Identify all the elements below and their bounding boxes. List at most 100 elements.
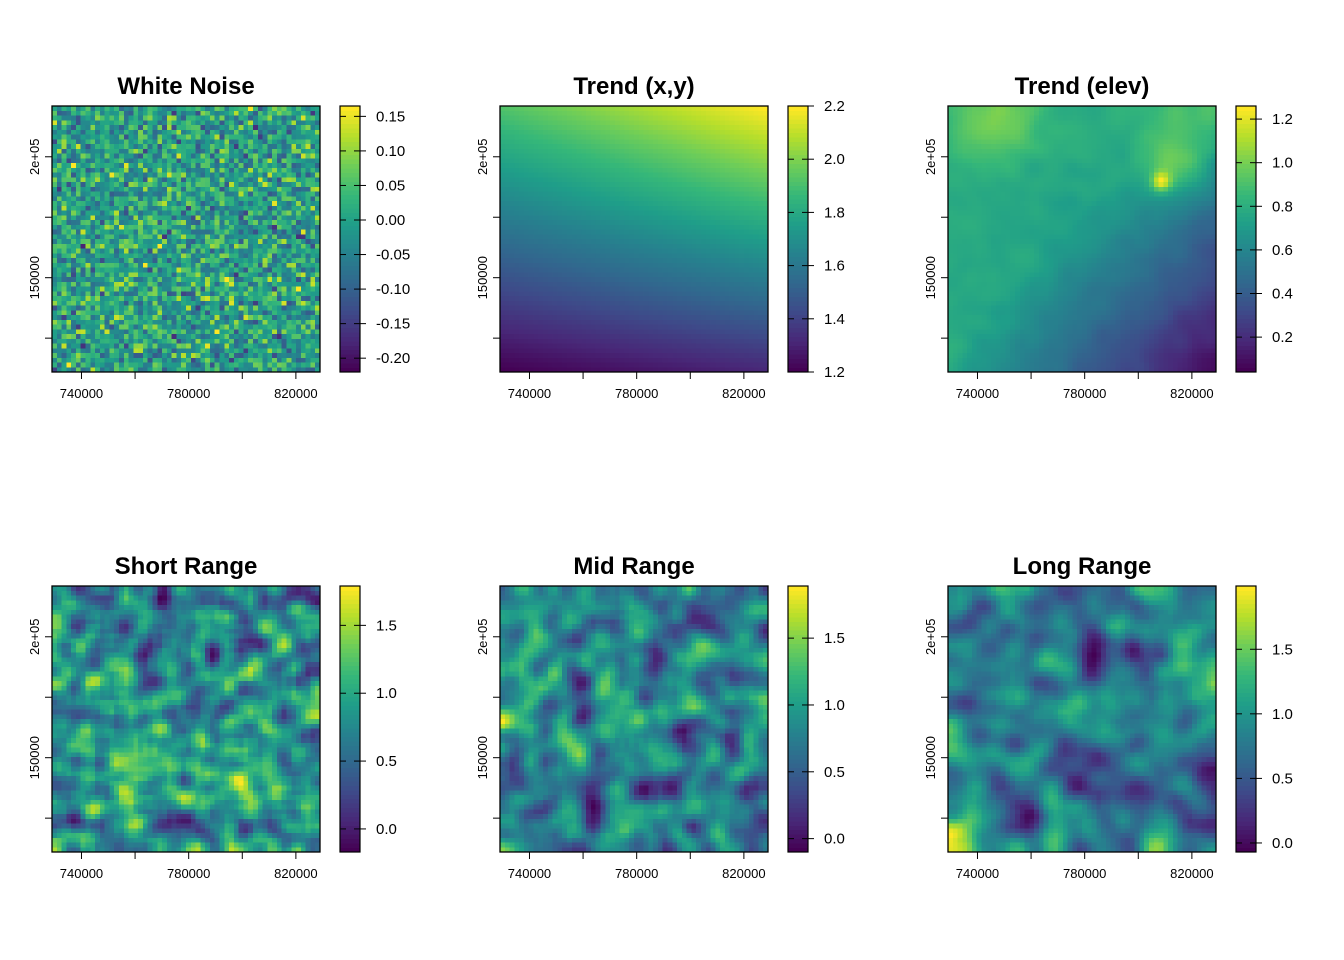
raster-cell (138, 338, 144, 344)
raster-cell (99, 153, 105, 159)
raster-cell (672, 139, 678, 145)
raster-cell (504, 134, 510, 140)
raster-cell (209, 229, 216, 235)
raster-cell (571, 224, 577, 230)
raster-cell (291, 315, 297, 321)
raster-cell (66, 210, 72, 216)
raster-cell (142, 248, 149, 254)
raster-cell (209, 186, 216, 192)
raster-cell (95, 315, 101, 321)
raster-cell (71, 348, 77, 354)
raster-cell (610, 205, 616, 211)
raster-cell (305, 305, 311, 311)
raster-cell (61, 324, 67, 330)
raster-cell (662, 158, 668, 164)
raster-cell (267, 357, 273, 363)
raster-cell (281, 205, 287, 211)
raster-cell (253, 319, 259, 325)
raster-cell (305, 215, 311, 221)
raster-cell (610, 158, 616, 164)
raster-cell (209, 153, 216, 159)
raster-cell (99, 167, 105, 173)
raster-cell (66, 324, 72, 330)
raster-cell (133, 120, 139, 126)
raster-cell (691, 172, 697, 178)
raster-cell (157, 234, 163, 240)
raster-cell (681, 167, 687, 173)
raster-cell (595, 210, 601, 216)
colorbar-step (340, 185, 360, 191)
raster-cell (181, 110, 187, 116)
raster-cell (190, 215, 196, 221)
raster-cell (504, 177, 510, 183)
raster-cell (152, 357, 158, 363)
raster-cell (514, 177, 520, 183)
raster-cell (305, 248, 311, 254)
raster-cell (119, 253, 125, 259)
raster-cell (119, 367, 125, 373)
raster-cell (190, 367, 196, 373)
raster-cell (571, 115, 577, 121)
raster-cell (257, 338, 263, 344)
raster-cell (186, 120, 192, 126)
raster-cell (267, 210, 273, 216)
raster-cell (205, 110, 211, 116)
raster-cell (758, 153, 764, 159)
raster-cell (133, 125, 139, 131)
raster-cell (509, 110, 515, 116)
raster-cell (138, 153, 144, 159)
raster-cell (133, 106, 139, 112)
raster-cell (56, 182, 62, 188)
raster-cell (590, 153, 597, 159)
raster-cell (224, 148, 230, 154)
raster-cell (624, 234, 630, 240)
raster-cell (229, 357, 235, 363)
raster-cell (720, 139, 726, 145)
raster-cell (629, 163, 635, 169)
raster-cell (71, 324, 77, 330)
raster-cell (657, 229, 664, 235)
raster-cell (310, 324, 316, 330)
raster-cell (509, 243, 515, 249)
raster-cell (681, 134, 687, 140)
raster-cell (104, 110, 110, 116)
raster-cell (123, 205, 129, 211)
raster-cell (291, 186, 297, 192)
raster-cell (200, 343, 206, 349)
raster-cell (648, 158, 654, 164)
raster-cell (114, 158, 120, 164)
raster-cell (114, 243, 120, 249)
raster-cell (734, 158, 740, 164)
raster-cell (61, 134, 67, 140)
raster-cell (61, 163, 67, 169)
raster-cell (310, 144, 316, 150)
raster-cell (80, 348, 86, 354)
raster-cell (696, 220, 702, 226)
raster-cell (557, 234, 563, 240)
raster-cell (80, 120, 86, 126)
raster-cell (638, 177, 644, 183)
raster-cell (119, 348, 125, 354)
raster-cell (667, 167, 673, 173)
raster-cell (300, 367, 306, 373)
raster-cell (720, 134, 726, 140)
raster-cell (276, 191, 283, 197)
raster-cell (195, 286, 201, 292)
raster-cell (209, 348, 216, 354)
raster-cell (238, 367, 244, 373)
raster-cell (562, 220, 568, 226)
raster-cell (648, 220, 654, 226)
raster-cell (595, 248, 601, 254)
raster-cell (229, 186, 235, 192)
raster-cell (75, 310, 82, 316)
raster-cell (514, 110, 520, 116)
raster-cell (315, 281, 321, 287)
raster-cell (52, 248, 58, 254)
raster-cell (109, 300, 115, 306)
raster-cell (209, 139, 216, 145)
raster-cell (238, 281, 244, 287)
raster-cell (61, 139, 67, 145)
raster-cell (66, 120, 72, 126)
raster-cell (619, 148, 625, 154)
raster-cell (248, 305, 254, 311)
